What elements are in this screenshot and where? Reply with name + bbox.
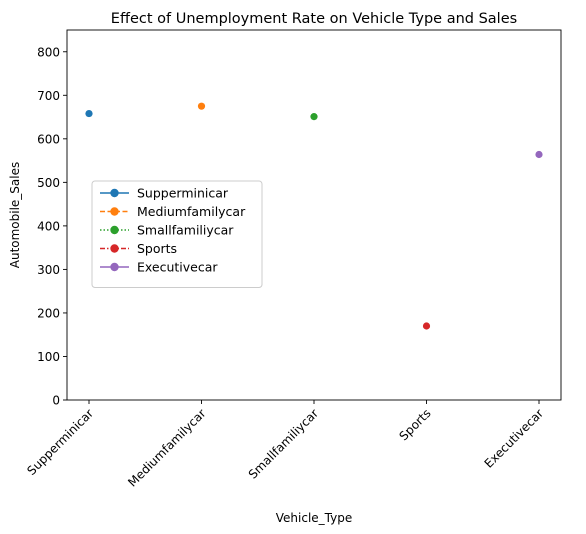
y-tick-label: 200 (37, 306, 60, 320)
legend-marker (110, 225, 119, 235)
x-tick-label: Executivecar (482, 406, 547, 471)
data-point (197, 102, 206, 110)
legend-label: Supperminicar (137, 186, 229, 201)
x-tick-label: Smallfamiliycar (246, 406, 321, 481)
data-point (535, 150, 543, 159)
chart-title: Effect of Unemployment Rate on Vehicle T… (111, 11, 517, 27)
y-axis-label: Automobile_Sales (8, 162, 22, 269)
legend-marker (110, 244, 119, 253)
y-tick-label: 100 (37, 350, 60, 364)
data-point (310, 113, 318, 121)
x-tick-label: Mediumfamilycar (125, 406, 208, 489)
legend-label: Mediumfamilycar (137, 204, 246, 219)
x-tick-label: Supperminicar (24, 406, 96, 478)
y-tick-label: 700 (37, 89, 60, 103)
y-tick-label: 400 (37, 219, 60, 233)
legend-label: Executivecar (137, 260, 218, 275)
legend-marker (110, 188, 119, 198)
x-tick-label: Sports (397, 406, 434, 443)
data-point (85, 109, 93, 118)
x-axis-label: Vehicle_Type (276, 511, 352, 525)
legend-label: Sports (137, 241, 177, 256)
legend-box (91, 180, 263, 288)
y-tick-label: 300 (37, 263, 60, 277)
legend-marker (110, 207, 119, 216)
plot-area: 0 100 200 300 400 500 600 700 800 Supperminicar Me… (24, 29, 562, 490)
legend-marker (110, 262, 119, 272)
y-tick-label: 500 (37, 176, 60, 190)
y-tick-label: 0 (52, 394, 60, 408)
y-tick-label: 800 (37, 45, 60, 59)
legend-label: Smallfamiliycar (137, 223, 234, 238)
y-tick-label: 600 (37, 132, 60, 146)
legend: Supperminicar Mediumfamilycar Smallfamiliy… (91, 180, 263, 288)
data-point (422, 322, 431, 330)
